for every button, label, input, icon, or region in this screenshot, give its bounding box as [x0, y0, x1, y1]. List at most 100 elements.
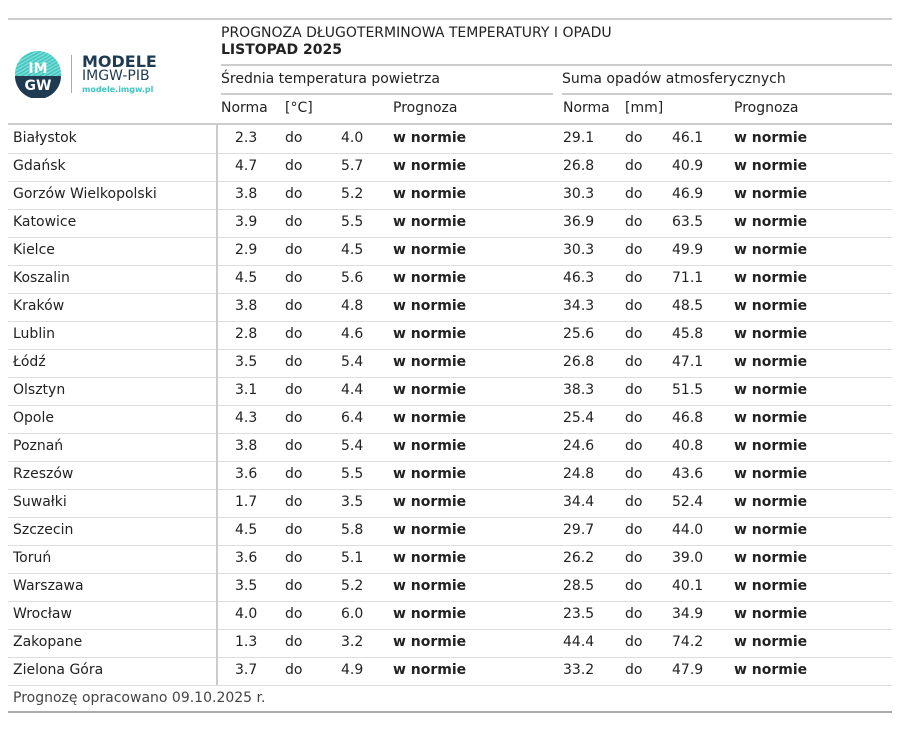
divider — [8, 18, 892, 20]
cell-p-fc: w normie — [734, 326, 808, 342]
cell-t-max: 4.8 — [341, 298, 364, 314]
cell-city: Kraków — [13, 298, 65, 314]
cell-t-fc: w normie — [393, 158, 467, 174]
cell-p-max: 39.0 — [672, 550, 704, 566]
cell-t-sep: do — [285, 214, 303, 230]
table-row: Opole 4.3 do 6.4 w normie 25.4 do 46.8 w normie — [8, 405, 892, 434]
table-row: Gorzów Wielkopolski 3.8 do 5.2 w normie 30.3 d… — [8, 181, 892, 210]
cell-t-min: 3.7 — [235, 662, 258, 678]
cell-t-sep: do — [285, 550, 303, 566]
cell-t-fc: w normie — [393, 130, 467, 146]
cell-p-min: 33.2 — [563, 662, 595, 678]
logo-divider — [71, 55, 72, 93]
cell-p-sep: do — [625, 130, 643, 146]
cell-t-max: 5.8 — [341, 522, 364, 538]
cell-p-min: 30.3 — [563, 242, 595, 258]
cell-city: Kielce — [13, 242, 55, 258]
cell-t-fc: w normie — [393, 466, 467, 482]
cell-t-fc: w normie — [393, 550, 467, 566]
cell-p-fc: w normie — [734, 158, 808, 174]
cell-t-max: 5.1 — [341, 550, 364, 566]
cell-p-fc: w normie — [734, 634, 808, 650]
table-row: Poznań 3.8 do 5.4 w normie 24.6 do 40.8 w normie — [8, 433, 892, 462]
cell-city: Zielona Góra — [13, 662, 104, 678]
cell-t-min: 3.5 — [235, 578, 258, 594]
cell-t-min: 3.8 — [235, 186, 258, 202]
temp-col-norma: Norma — [221, 100, 268, 116]
cell-p-min: 24.6 — [563, 438, 595, 454]
cell-t-sep: do — [285, 242, 303, 258]
cell-p-max: 34.9 — [672, 606, 704, 622]
table-row: Suwałki 1.7 do 3.5 w normie 34.4 do 52.4 w normi… — [8, 489, 892, 518]
cell-t-fc: w normie — [393, 214, 467, 230]
cell-p-min: 44.4 — [563, 634, 595, 650]
cell-p-fc: w normie — [734, 298, 808, 314]
cell-p-max: 40.1 — [672, 578, 704, 594]
cell-t-min: 3.6 — [235, 550, 258, 566]
cell-t-min: 3.8 — [235, 438, 258, 454]
cell-p-min: 26.8 — [563, 354, 595, 370]
cell-t-min: 3.9 — [235, 214, 258, 230]
cell-p-sep: do — [625, 438, 643, 454]
cell-city: Toruń — [13, 550, 52, 566]
cell-p-min: 29.7 — [563, 522, 595, 538]
cell-p-sep: do — [625, 662, 643, 678]
cell-p-fc: w normie — [734, 130, 808, 146]
cell-p-max: 46.9 — [672, 186, 704, 202]
cell-t-fc: w normie — [393, 298, 467, 314]
svg-text:IM: IM — [28, 61, 47, 77]
table-row: Lublin 2.8 do 4.6 w normie 25.6 do 45.8 w normie — [8, 321, 892, 350]
cell-p-min: 34.4 — [563, 494, 595, 510]
cell-city: Warszawa — [13, 578, 84, 594]
cell-t-fc: w normie — [393, 326, 467, 342]
cell-p-fc: w normie — [734, 494, 808, 510]
cell-city: Białystok — [13, 130, 77, 146]
cell-p-max: 40.9 — [672, 158, 704, 174]
cell-p-min: 29.1 — [563, 130, 595, 146]
cell-t-fc: w normie — [393, 606, 467, 622]
precip-col-prognoza: Prognoza — [734, 100, 799, 116]
temp-col-unit: [°C] — [285, 100, 313, 116]
table-row: Zakopane 1.3 do 3.2 w normie 44.4 do 74.2 w norm… — [8, 629, 892, 658]
cell-p-max: 46.1 — [672, 130, 704, 146]
cell-p-min: 28.5 — [563, 578, 595, 594]
logo-subtitle: IMGW-PIB — [82, 68, 150, 84]
cell-p-max: 52.4 — [672, 494, 704, 510]
table-row: Łódź 3.5 do 5.4 w normie 26.8 do 47.1 w normie — [8, 349, 892, 378]
table-row: Kraków 3.8 do 4.8 w normie 34.3 do 48.5 w normie — [8, 293, 892, 322]
cell-t-min: 2.9 — [235, 242, 258, 258]
cell-p-sep: do — [625, 606, 643, 622]
precip-col-unit: [mm] — [625, 100, 664, 116]
cell-p-max: 47.1 — [672, 354, 704, 370]
cell-t-sep: do — [285, 606, 303, 622]
cell-p-fc: w normie — [734, 550, 808, 566]
cell-p-max: 45.8 — [672, 326, 704, 342]
table-row: Kielce 2.9 do 4.5 w normie 30.3 do 49.9 w normie — [8, 237, 892, 266]
cell-p-min: 34.3 — [563, 298, 595, 314]
cell-p-fc: w normie — [734, 662, 808, 678]
cell-p-sep: do — [625, 410, 643, 426]
cell-t-max: 5.6 — [341, 270, 364, 286]
cell-t-min: 1.3 — [235, 634, 258, 650]
cell-t-fc: w normie — [393, 186, 467, 202]
cell-t-sep: do — [285, 186, 303, 202]
cell-t-min: 4.5 — [235, 522, 258, 538]
cell-t-sep: do — [285, 270, 303, 286]
cell-t-sep: do — [285, 662, 303, 678]
cell-t-min: 4.5 — [235, 270, 258, 286]
cell-p-min: 26.2 — [563, 550, 595, 566]
cell-p-fc: w normie — [734, 270, 808, 286]
cell-p-fc: w normie — [734, 410, 808, 426]
table-row: Olsztyn 3.1 do 4.4 w normie 38.3 do 51.5 w normi… — [8, 377, 892, 406]
cell-p-fc: w normie — [734, 438, 808, 454]
cell-p-max: 40.8 — [672, 438, 704, 454]
cell-t-min: 3.6 — [235, 466, 258, 482]
cell-t-sep: do — [285, 522, 303, 538]
cell-city: Opole — [13, 410, 54, 426]
cell-t-sep: do — [285, 578, 303, 594]
cell-p-fc: w normie — [734, 606, 808, 622]
cell-t-min: 2.3 — [235, 130, 258, 146]
cell-t-sep: do — [285, 410, 303, 426]
divider — [221, 93, 553, 95]
